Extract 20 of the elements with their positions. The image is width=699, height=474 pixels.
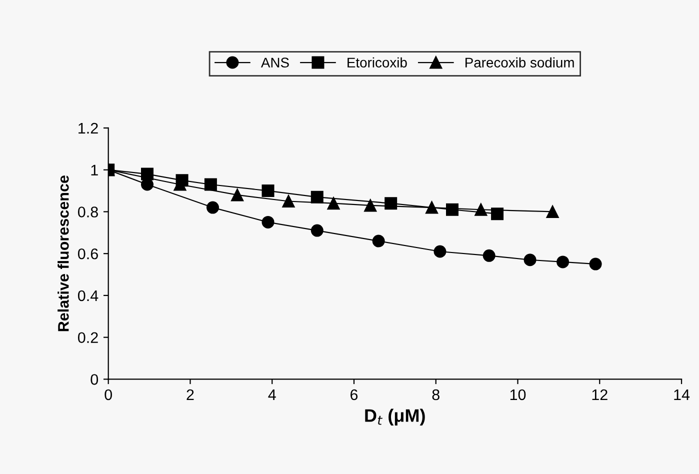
legend-label: ANS	[260, 58, 289, 68]
x-tick-label: 12	[592, 389, 608, 400]
y-tick-label: 0.8	[78, 206, 98, 218]
x-tick-label: 6	[350, 389, 358, 400]
x-tick-label: 14	[674, 389, 690, 400]
legend-label: Etoricoxib	[348, 57, 407, 68]
x-tick-label: 10	[510, 389, 526, 400]
x-axis-title: D$_{t}$ (μM)	[365, 408, 425, 426]
x-tick-label: 2	[186, 389, 194, 400]
y-tick-label: 0.4	[78, 290, 98, 302]
y-tick-label: 0	[90, 374, 98, 385]
x-tick-label: 8	[432, 389, 440, 400]
y-tick-label: 1	[91, 164, 98, 176]
y-tick-label: 0.2	[78, 332, 98, 344]
y-axis-title: Relative fluorescence	[58, 176, 69, 332]
y-tick-label: 1.2	[78, 122, 98, 134]
y-tick-label: 0.6	[78, 248, 98, 260]
legend-label: Parecoxib sodium	[466, 57, 574, 68]
x-tick-label: 4	[268, 389, 276, 400]
x-tick-label: 0	[104, 389, 112, 400]
